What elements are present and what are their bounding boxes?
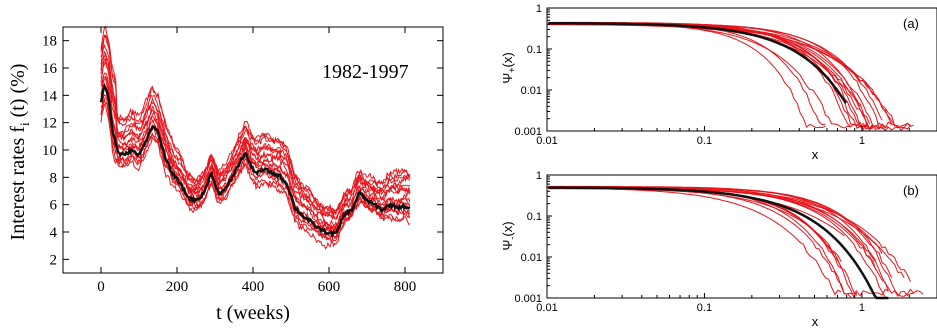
year-range-annotation: 1982-1997 <box>322 61 409 83</box>
mean-series-group <box>548 21 847 104</box>
distribution-series-line <box>548 187 877 261</box>
y-axis-ticks: 2 4 6 8 10 12 14 16 18 <box>42 34 443 268</box>
x-axis-ticks: 0.01 0.1 1 <box>536 126 937 147</box>
y-axis-ticks: 0.001 0.01 0.1 1 <box>514 3 552 138</box>
rate-series-line <box>100 103 411 250</box>
x-tick-label: 0.01 <box>536 135 557 147</box>
y-axis-label: Ψ-(x) <box>500 221 517 250</box>
y-tick-label: 0.1 <box>527 211 542 223</box>
interest-rates-chart: 0 200 400 600 800 2 4 6 8 10 12 14 16 18 1982-1997 t… <box>7 25 444 324</box>
distribution-series-line <box>548 22 870 129</box>
y-axis-ticks: 0.001 0.01 0.1 1 <box>514 170 552 305</box>
x-tick-label: 1 <box>859 302 865 314</box>
distribution-series-line <box>548 186 886 298</box>
x-axis-ticks: 0.01 0.1 1 <box>536 293 937 314</box>
x-axis-label: x <box>812 147 819 162</box>
y-tick-label: 2 <box>50 252 58 268</box>
y-axis-label-tail: (x) <box>500 52 515 67</box>
distribution-series-line <box>548 22 886 131</box>
mean-series-group <box>548 186 889 300</box>
mean-distribution-line <box>548 21 847 104</box>
y-axis-label: Interest rates fi (t) (%) <box>7 64 32 241</box>
distribution-series-line <box>548 24 867 128</box>
y-tick-label: 8 <box>50 170 58 186</box>
y-tick-label: 1 <box>536 170 542 182</box>
x-tick-label: 0.1 <box>697 135 712 147</box>
y-tick-label: 0.1 <box>527 44 542 56</box>
panel-label-a: (a) <box>903 16 919 31</box>
y-axis-label-main: Ψ <box>500 240 515 251</box>
distribution-series-line <box>548 22 851 129</box>
x-axis-ticks: 0 200 400 600 800 <box>97 27 416 295</box>
y-axis-label-main: Interest rates f <box>7 126 29 241</box>
x-axis-label: x <box>812 314 819 329</box>
rate-series-line <box>100 96 411 241</box>
y-tick-label: 18 <box>42 34 57 50</box>
y-tick-label: 12 <box>42 116 57 132</box>
x-tick-label: 0.1 <box>697 302 712 314</box>
x-axis-label: t (weeks) <box>216 302 290 324</box>
y-tick-label: 16 <box>42 61 58 77</box>
x-tick-label: 400 <box>242 279 265 295</box>
x-tick-label: 200 <box>166 279 189 295</box>
rate-series-line <box>100 34 411 215</box>
plot-frame <box>546 7 937 132</box>
y-tick-label: 6 <box>50 198 58 214</box>
x-tick-label: 0 <box>97 279 105 295</box>
y-tick-label: 4 <box>50 225 58 241</box>
series-group <box>100 25 411 250</box>
x-tick-label: 1 <box>859 135 865 147</box>
y-tick-label: 0.001 <box>514 293 542 305</box>
mean-rate-line <box>99 83 411 239</box>
rate-series-line <box>100 25 411 213</box>
y-axis-label-sub: i <box>17 122 32 126</box>
mean-series-group <box>99 83 411 239</box>
series-group <box>548 21 914 132</box>
y-tick-label: 14 <box>42 88 58 104</box>
distribution-series-line <box>548 22 892 129</box>
distribution-series-line <box>548 22 889 130</box>
y-axis-label-sub: + <box>507 68 517 73</box>
panel-label-b: (b) <box>903 183 919 198</box>
y-axis-label-tail: (x) <box>500 221 515 236</box>
y-axis-label-sub: - <box>507 237 517 240</box>
x-tick-label: 0.01 <box>536 302 557 314</box>
mean-distribution-line <box>548 186 889 300</box>
y-axis-label: Ψ+(x) <box>500 52 517 83</box>
y-axis-label-main: Ψ <box>500 73 515 84</box>
y-tick-label: 1 <box>536 3 542 15</box>
rate-series-line <box>100 72 411 228</box>
y-tick-label: 10 <box>42 143 57 159</box>
distribution-series-line <box>548 24 873 130</box>
x-tick-label: 800 <box>394 279 417 295</box>
distribution-series-line <box>548 22 914 129</box>
y-tick-label: 0.001 <box>514 126 542 138</box>
y-tick-label: 0.01 <box>521 85 542 97</box>
plot-frame <box>546 174 937 299</box>
x-tick-label: 600 <box>318 279 341 295</box>
distribution-series-line <box>548 23 899 129</box>
y-axis-label-tail: (t) (%) <box>7 64 29 123</box>
y-tick-label: 0.01 <box>521 252 542 264</box>
